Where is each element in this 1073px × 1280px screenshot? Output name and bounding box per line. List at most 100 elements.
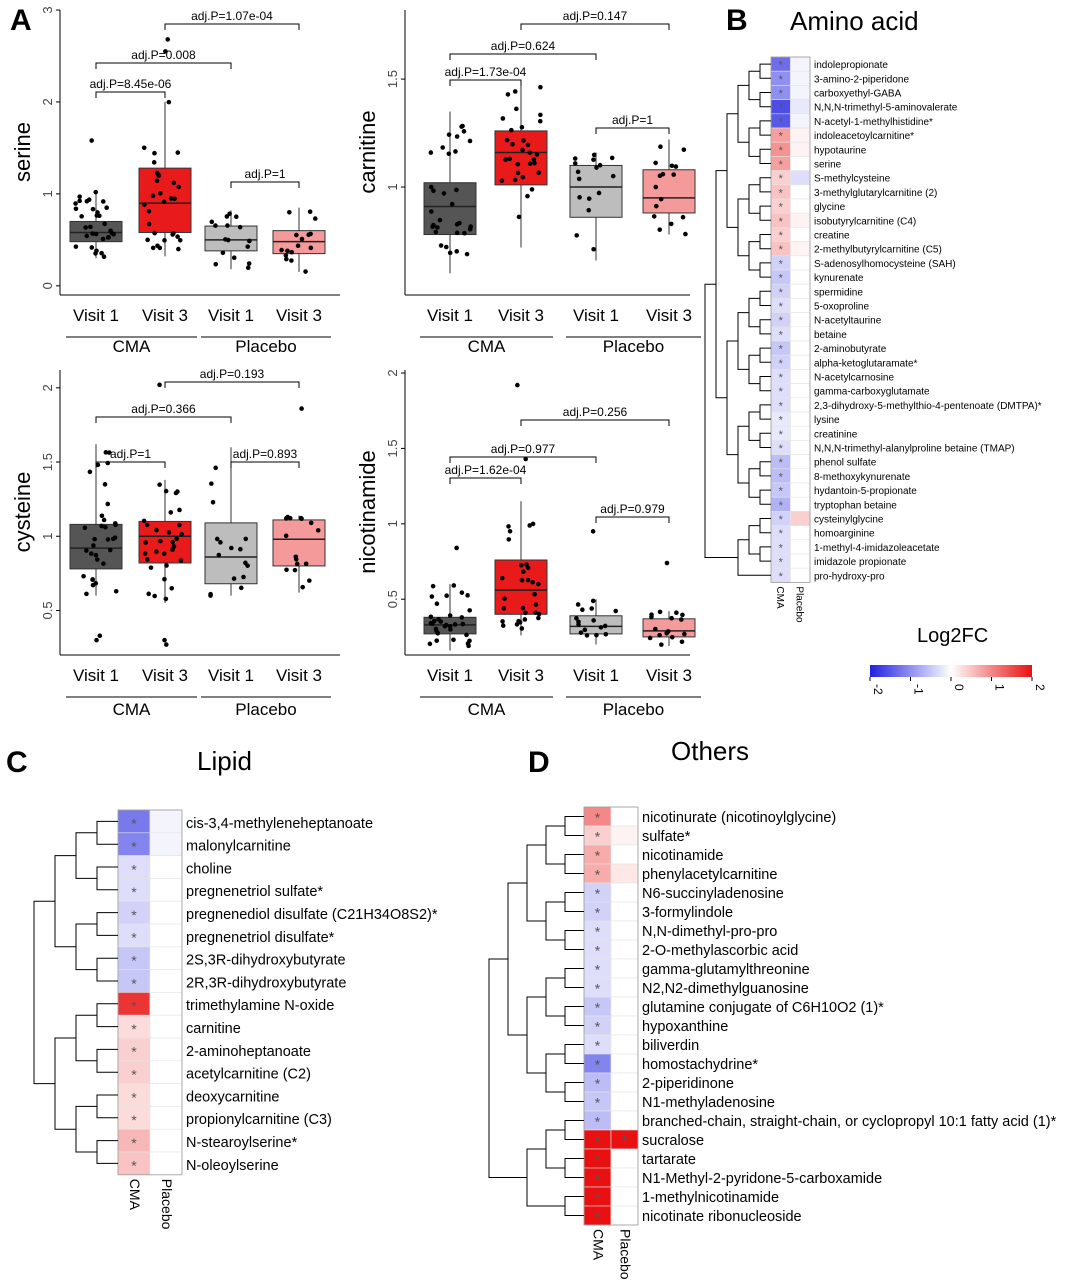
heatmap-row-label: hypoxanthine [642, 1019, 728, 1035]
group-label: Placebo [235, 337, 296, 356]
heatmap-row-label: trimethylamine N-oxide [186, 998, 334, 1014]
box-0 [423, 545, 477, 651]
heatmap-cell [790, 340, 811, 356]
heatmap-cell [149, 923, 183, 948]
heatmap-row-label: 2-piperidinone [642, 1076, 734, 1092]
data-point [168, 196, 174, 201]
data-point [576, 176, 582, 182]
data-point [158, 191, 163, 196]
data-point [459, 615, 465, 620]
data-point [527, 161, 533, 166]
data-point [591, 152, 597, 158]
heatmap-cell [149, 1083, 183, 1107]
heatmap-cell [790, 326, 811, 342]
data-point [307, 578, 312, 583]
panel-label-d: D [528, 746, 550, 779]
significance-star: * [779, 159, 784, 171]
data-point [428, 614, 434, 620]
data-point [216, 552, 222, 558]
data-point [154, 527, 159, 533]
data-point [427, 641, 433, 647]
significance-star: * [595, 1019, 601, 1035]
data-point [91, 543, 96, 548]
group-label: CMA [468, 700, 506, 719]
data-point [522, 617, 528, 622]
heatmap-cell [610, 825, 639, 846]
data-point [100, 199, 106, 204]
heatmap-column-label: CMA [774, 586, 785, 609]
data-point [584, 633, 590, 638]
heatmap-cell [790, 567, 811, 583]
heatmap-cell [149, 900, 183, 925]
heatmap-cell [790, 156, 811, 171]
data-point [231, 576, 237, 581]
heatmap-cell [790, 113, 811, 129]
boxplot-cysteine: 0.5 1 1.5 2 cysteine Visit 1 Visit 3 Visit 1 Vis… [10, 367, 340, 719]
data-point [100, 236, 106, 242]
significance-star: * [131, 1112, 137, 1128]
heatmap-row-label: creatinine [814, 429, 858, 440]
data-point [459, 590, 465, 595]
heatmap-row-label: N,N,N-trimethyl-5-aminovalerate [814, 103, 958, 114]
data-point [527, 150, 533, 156]
data-point [572, 161, 578, 166]
dendrogram-branch [564, 816, 584, 836]
data-point [520, 605, 526, 611]
significance-star: * [131, 1089, 137, 1105]
data-point [103, 450, 109, 455]
box-3 [272, 406, 326, 593]
data-point [669, 163, 675, 169]
heatmap-cell [790, 354, 811, 370]
heatmap-cell [610, 977, 639, 998]
significance-star: * [131, 1044, 137, 1060]
y-tick-label: 0.5 [40, 601, 55, 619]
dendrogram-branch [748, 411, 760, 441]
heatmap-row-label: N6-succinyladenosine [642, 886, 784, 902]
data-point [591, 157, 596, 162]
heatmap-row-label: indolepropionate [814, 60, 888, 71]
heatmap-row-label: glutamine conjugate of C6H10O2 (1)* [642, 1000, 884, 1016]
data-point [82, 525, 88, 531]
data-point [289, 249, 294, 255]
heatmap-row-label: 8-methoxykynurenate [814, 472, 911, 483]
dendrogram-branch [748, 127, 760, 157]
data-point [460, 621, 466, 627]
heatmap-amino-acid-title: Amino acid [790, 6, 919, 36]
outlier-point [515, 382, 520, 388]
heatmap-cell [790, 269, 811, 285]
dendrogram-branch [96, 1003, 118, 1028]
box-0 [423, 111, 477, 274]
data-point [428, 150, 434, 155]
data-point [673, 164, 679, 169]
dendrogram-branch [526, 844, 546, 922]
data-point [154, 549, 159, 554]
heatmap-row-label: 1-methylnicotinamide [642, 1190, 779, 1206]
significance-star: * [779, 74, 784, 86]
dendrogram-branch [75, 1014, 97, 1062]
heatmap-cell [790, 496, 811, 512]
heatmap-cell [790, 184, 811, 200]
data-point [531, 157, 537, 162]
significance-star: * [595, 1057, 601, 1073]
significance-star: * [595, 848, 601, 864]
dendrogram-branch [759, 290, 771, 306]
y-tick-label: 2 [40, 98, 55, 105]
box-1 [138, 382, 192, 647]
significance-star: * [779, 287, 784, 299]
significance-star: * [131, 1066, 137, 1082]
legend-tick-label: -1 [912, 684, 926, 695]
data-point [520, 174, 526, 180]
data-point [90, 206, 96, 212]
heatmap-cell [790, 369, 811, 384]
data-point [506, 524, 511, 529]
heatmap-cell [610, 1110, 639, 1131]
data-point [515, 161, 521, 167]
data-point [597, 162, 603, 168]
significance-star: * [779, 230, 784, 242]
dendrogram-branch [726, 340, 738, 456]
data-point [307, 209, 313, 215]
heatmap-cell [790, 312, 811, 328]
data-point [609, 155, 615, 161]
significance-star: * [595, 1000, 601, 1016]
dendrogram-branch [75, 923, 97, 971]
